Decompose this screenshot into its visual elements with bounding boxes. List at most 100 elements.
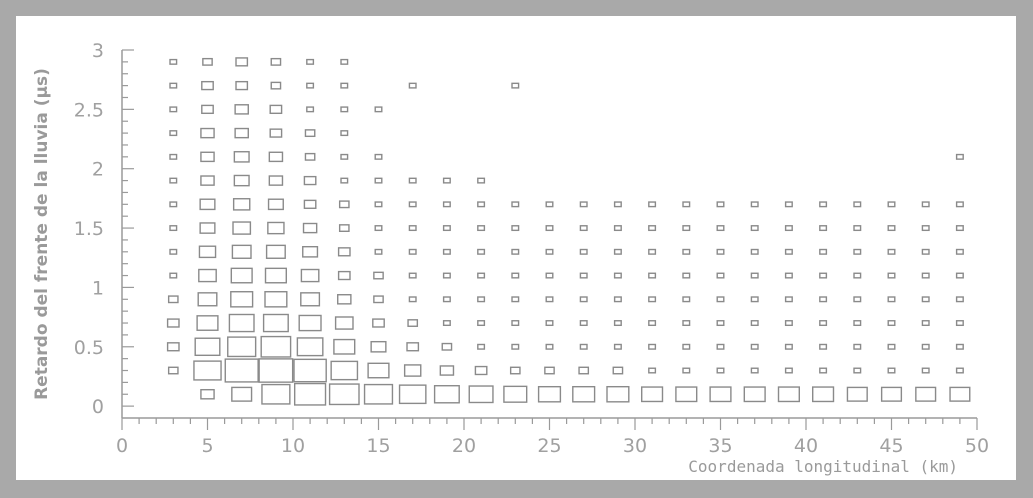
data-box — [167, 366, 179, 375]
data-box — [955, 367, 964, 374]
data-box — [441, 342, 453, 351]
data-box — [784, 225, 793, 232]
data-box — [374, 177, 383, 184]
data-box — [374, 106, 383, 113]
data-box — [511, 225, 520, 232]
data-box — [853, 272, 862, 279]
data-box — [955, 272, 964, 279]
data-box — [169, 272, 178, 279]
data-box — [408, 296, 417, 303]
data-box — [269, 128, 283, 138]
x-tick-label: 30 — [623, 435, 647, 457]
data-box — [921, 225, 930, 232]
y-tick-label: 0.5 — [74, 337, 104, 359]
data-box — [613, 201, 622, 208]
data-box — [468, 385, 494, 404]
data-box — [306, 58, 315, 65]
data-box — [298, 314, 322, 332]
data-box — [477, 225, 486, 232]
data-box — [716, 296, 725, 303]
data-box — [613, 225, 622, 232]
data-box — [202, 57, 213, 66]
y-ticks: 0 0.5 1 1.5 2 2.5 3 — [74, 40, 134, 418]
data-box — [921, 296, 930, 303]
data-box — [503, 385, 528, 403]
data-box — [750, 272, 759, 279]
data-box — [545, 201, 554, 208]
data-box — [477, 248, 486, 255]
y-tick-label: 2.5 — [74, 99, 104, 121]
data-box — [750, 201, 759, 208]
data-box — [716, 248, 725, 255]
data-box — [819, 320, 828, 327]
y-tick-label: 1.5 — [74, 218, 104, 240]
data-box — [716, 225, 725, 232]
data-box — [227, 336, 257, 358]
data-box — [408, 201, 417, 208]
data-box — [716, 367, 725, 374]
data-box — [537, 385, 562, 403]
data-box — [777, 386, 800, 403]
data-box — [606, 385, 630, 403]
data-box — [340, 58, 349, 65]
data-box — [293, 358, 327, 383]
data-box — [233, 174, 250, 187]
data-box — [819, 343, 828, 350]
data-box — [545, 296, 554, 303]
data-box — [880, 386, 903, 402]
data-box — [373, 295, 384, 304]
data-box — [682, 201, 691, 208]
data-box — [819, 272, 828, 279]
data-box — [300, 268, 320, 283]
data-box — [304, 152, 316, 161]
data-box — [477, 201, 486, 208]
data-box — [338, 224, 350, 232]
data-box — [477, 296, 486, 303]
data-box — [682, 272, 691, 279]
data-box — [167, 295, 179, 304]
data-box — [709, 386, 732, 403]
x-tick-label: 20 — [452, 435, 476, 457]
data-box — [613, 248, 622, 255]
data-box — [194, 337, 221, 357]
data-box — [579, 343, 588, 350]
data-box — [233, 151, 250, 163]
data-box — [921, 272, 930, 279]
y-tick-label: 1 — [92, 277, 104, 299]
data-box — [887, 343, 896, 350]
data-box — [302, 222, 318, 234]
data-box — [784, 248, 793, 255]
data-box — [166, 318, 180, 328]
data-box — [545, 343, 554, 350]
data-box — [648, 201, 657, 208]
data-box — [268, 175, 284, 186]
data-box — [234, 104, 249, 115]
data-box — [200, 175, 215, 186]
data-box — [545, 272, 554, 279]
data-box — [408, 248, 417, 255]
data-box — [887, 225, 896, 232]
data-box — [199, 222, 216, 234]
data-box — [572, 385, 596, 403]
data-box — [750, 296, 759, 303]
data-box — [408, 225, 417, 232]
data-box — [648, 272, 657, 279]
x-tick-label: 40 — [794, 435, 818, 457]
data-box — [265, 244, 286, 259]
data-box — [812, 386, 835, 403]
data-box — [337, 294, 352, 305]
data-box — [303, 175, 317, 186]
data-box — [169, 248, 178, 255]
data-box — [648, 320, 657, 327]
data-box — [264, 267, 287, 284]
data-boxes — [166, 57, 971, 406]
x-tick-label: 45 — [879, 435, 903, 457]
data-box — [784, 320, 793, 327]
data-box — [408, 272, 417, 279]
data-box — [234, 127, 249, 139]
data-box — [641, 386, 664, 403]
data-box — [340, 177, 349, 184]
data-box — [887, 201, 896, 208]
chart-panel: 0 5 10 15 20 25 30 35 40 45 50 0 0.5 1 1.5 2 2.5 3 Coord… — [16, 16, 1016, 480]
data-box — [333, 338, 356, 355]
